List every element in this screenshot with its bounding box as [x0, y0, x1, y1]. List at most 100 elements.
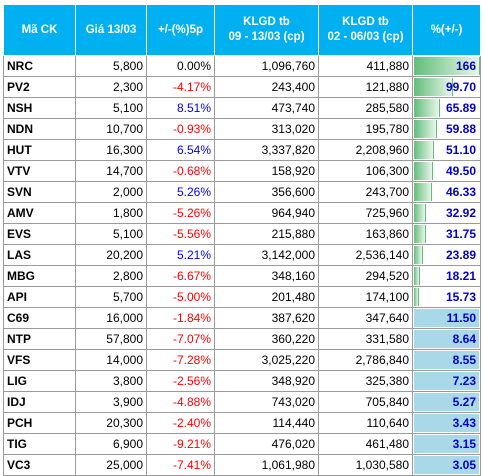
cell-code: VFS: [3, 349, 76, 371]
cell-price: 10,700: [75, 118, 147, 140]
pct-databar: [414, 309, 479, 327]
cell-price: 57,800: [75, 328, 147, 350]
cell-change: 5.26%: [146, 181, 215, 203]
cell-price: 3,800: [75, 370, 147, 392]
cell-code: SVN: [3, 181, 76, 203]
pct-value: 3.43: [452, 416, 476, 430]
cell-pct-bar: 166: [412, 55, 481, 77]
table-row[interactable]: NSH 5,100 8.51% 473,740 285,580 65.89: [3, 97, 481, 119]
cell-pct-bar: 8.55: [412, 349, 481, 371]
cell-vol-prev: 163,860: [318, 223, 413, 245]
pct-value: 3.15: [452, 437, 476, 451]
cell-code: NTP: [3, 328, 76, 350]
table-row[interactable]: IDJ 3,900 -4.88% 743,020 705,840 5.27: [3, 391, 481, 413]
header-vol-now-line2: 09 - 13/03 (cp): [228, 31, 305, 43]
cell-change: -0.93%: [146, 118, 215, 140]
cell-code: NDN: [3, 118, 76, 140]
table-row[interactable]: PCH 20,300 -2.40% 114,440 110,640 3.43: [3, 412, 481, 434]
header-change[interactable]: +/-(%)5p: [146, 4, 215, 56]
header-pct[interactable]: %(+/-): [412, 4, 481, 56]
table-row[interactable]: TIG 6,900 -9.21% 476,020 461,480 3.15: [3, 433, 481, 455]
cell-vol-prev: 285,580: [318, 97, 413, 119]
cell-vol-prev: 106,300: [318, 160, 413, 182]
cell-vol-now: 473,740: [214, 97, 319, 119]
cell-pct-bar: 8.64: [412, 328, 481, 350]
cell-vol-now: 743,020: [214, 391, 319, 413]
table-row[interactable]: LIG 3,800 -2.56% 348,920 325,380 7.23: [3, 370, 481, 392]
pct-value: 31.75: [445, 227, 476, 241]
table-row[interactable]: MBG 2,800 -6.67% 348,160 294,520 18.21: [3, 265, 481, 287]
table-row[interactable]: LAS 20,200 5.21% 3,142,000 2,536,140 23.89: [3, 244, 481, 266]
cell-vol-prev: 110,640: [318, 412, 413, 434]
table-row[interactable]: HUT 16,300 6.54% 3,337,820 2,208,960 51.10: [3, 139, 481, 161]
table-row[interactable]: SVN 2,000 5.26% 356,600 243,700 46.33: [3, 181, 481, 203]
cell-price: 20,200: [75, 244, 147, 266]
cell-code: PV2: [3, 76, 76, 98]
cell-price: 20,300: [75, 412, 147, 434]
header-code[interactable]: Mã CK: [3, 4, 76, 56]
cell-vol-now: 201,480: [214, 286, 319, 308]
cell-code: API: [3, 286, 76, 308]
cell-change: -2.56%: [146, 370, 215, 392]
cell-vol-now: 3,142,000: [214, 244, 319, 266]
cell-pct-bar: 15.73: [412, 286, 481, 308]
cell-vol-prev: 294,520: [318, 265, 413, 287]
header-vol-prev[interactable]: KLGD tb 02 - 06/03 (cp): [318, 4, 413, 56]
cell-pct-bar: 23.89: [412, 244, 481, 266]
cell-vol-prev: 195,780: [318, 118, 413, 140]
cell-vol-now: 313,020: [214, 118, 319, 140]
pct-databar: [414, 435, 479, 453]
pct-databar: [414, 162, 433, 180]
cell-change: 8.51%: [146, 97, 215, 119]
cell-code: C69: [3, 307, 76, 329]
cell-code: PCH: [3, 412, 76, 434]
cell-pct-bar: 11.50: [412, 307, 481, 329]
table-row[interactable]: VTV 14,700 -0.68% 158,920 106,300 49.50: [3, 160, 481, 182]
pct-databar: [414, 99, 440, 117]
cell-vol-prev: 2,536,140: [318, 244, 413, 266]
cell-pct-bar: 18.21: [412, 265, 481, 287]
pct-value: 7.23: [452, 374, 476, 388]
table-row[interactable]: API 5,700 -5.00% 201,480 174,100 15.73: [3, 286, 481, 308]
pct-databar: [414, 393, 479, 411]
cell-code: EVS: [3, 223, 76, 245]
pct-value: 8.55: [452, 353, 476, 367]
pct-value: 32.92: [445, 206, 476, 220]
cell-code: IDJ: [3, 391, 76, 413]
table-row[interactable]: VFS 14,000 -7.28% 3,025,220 2,786,840 8.55: [3, 349, 481, 371]
table-row[interactable]: AMV 1,800 -5.26% 964,940 725,960 32.92: [3, 202, 481, 224]
pct-value: 15.73: [445, 290, 476, 304]
table-row[interactable]: PV2 2,300 -4.17% 243,400 121,880 99.70: [3, 76, 481, 98]
cell-change: -4.88%: [146, 391, 215, 413]
cell-price: 2,000: [75, 181, 147, 203]
table-row[interactable]: NTP 57,800 -7.07% 360,220 331,580 8.64: [3, 328, 481, 350]
cell-vol-now: 387,620: [214, 307, 319, 329]
cell-code: VTV: [3, 160, 76, 182]
pct-databar: [414, 330, 479, 348]
cell-price: 2,300: [75, 76, 147, 98]
pct-value: 59.88: [445, 122, 476, 136]
cell-price: 16,000: [75, 307, 147, 329]
table-row[interactable]: NDN 10,700 -0.93% 313,020 195,780 59.88: [3, 118, 481, 140]
cell-vol-prev: 2,786,840: [318, 349, 413, 371]
table-row[interactable]: NRC 5,800 0.00% 1,096,760 411,880 166: [3, 55, 481, 77]
pct-value: 8.64: [452, 332, 476, 346]
table-row[interactable]: C69 16,000 -1.84% 387,620 347,640 11.50: [3, 307, 481, 329]
cell-price: 5,700: [75, 286, 147, 308]
pct-databar: [414, 414, 479, 432]
cell-price: 5,100: [75, 223, 147, 245]
cell-vol-prev: 411,880: [318, 55, 413, 77]
pct-value: 99.70: [445, 80, 476, 94]
cell-change: -5.56%: [146, 223, 215, 245]
header-price[interactable]: Giá 13/03: [75, 4, 147, 56]
cell-vol-prev: 174,100: [318, 286, 413, 308]
cell-vol-now: 476,020: [214, 433, 319, 455]
table-row[interactable]: EVS 5,100 -5.56% 215,880 163,860 31.75: [3, 223, 481, 245]
cell-pct-bar: 31.75: [412, 223, 481, 245]
cell-vol-prev: 2,208,960: [318, 139, 413, 161]
pct-databar: [414, 246, 423, 264]
header-vol-now[interactable]: KLGD tb 09 - 13/03 (cp): [214, 4, 319, 56]
pct-value: 46.33: [445, 185, 476, 199]
cell-vol-prev: 331,580: [318, 328, 413, 350]
cell-code: HUT: [3, 139, 76, 161]
